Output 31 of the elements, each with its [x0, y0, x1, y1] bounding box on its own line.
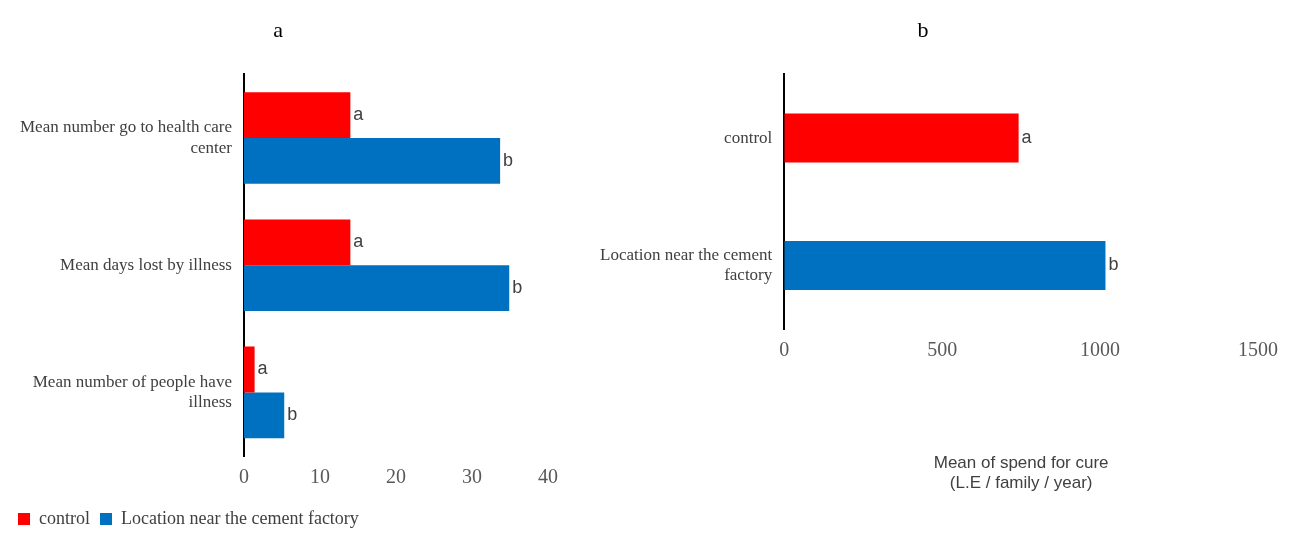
- x-axis-title: Mean of spend for cure (L.E / family / year): [933, 453, 1109, 493]
- bar: [243, 346, 255, 393]
- data-label: a: [353, 104, 365, 125]
- x-tick-label: 40: [538, 465, 558, 488]
- x-tick-label: 0: [779, 338, 790, 361]
- data-label: b: [503, 149, 514, 170]
- y-tick-label: Mean days lost by illness: [60, 254, 232, 274]
- x-tick-label: 1500: [1238, 338, 1278, 361]
- data-label: b: [287, 404, 298, 425]
- data-label: a: [353, 231, 365, 252]
- data-label: b: [1108, 254, 1119, 275]
- bar: [243, 219, 351, 266]
- chart-title: b: [917, 16, 929, 42]
- y-tick-label: Mean number of people have illness: [32, 371, 232, 412]
- data-label: b: [512, 277, 523, 298]
- x-tick-label: 500: [927, 338, 958, 361]
- x-tick-label: 10: [309, 465, 330, 488]
- y-tick-label: Mean number go to health care center: [19, 117, 233, 157]
- bar: [243, 265, 510, 311]
- data-label: a: [1021, 127, 1033, 148]
- data-label: a: [257, 358, 269, 379]
- x-tick-label: 0: [238, 465, 249, 488]
- x-tick-label: 30: [461, 465, 482, 488]
- bar: [243, 138, 501, 184]
- legend-label: control: [39, 507, 90, 528]
- x-tick-label: 20: [385, 465, 406, 488]
- chart-title: a: [273, 16, 284, 42]
- legend-label: Location near the cement factory: [120, 507, 359, 528]
- x-tick-label: 1000: [1080, 338, 1121, 361]
- bar: [243, 392, 285, 439]
- bar: [243, 92, 351, 138]
